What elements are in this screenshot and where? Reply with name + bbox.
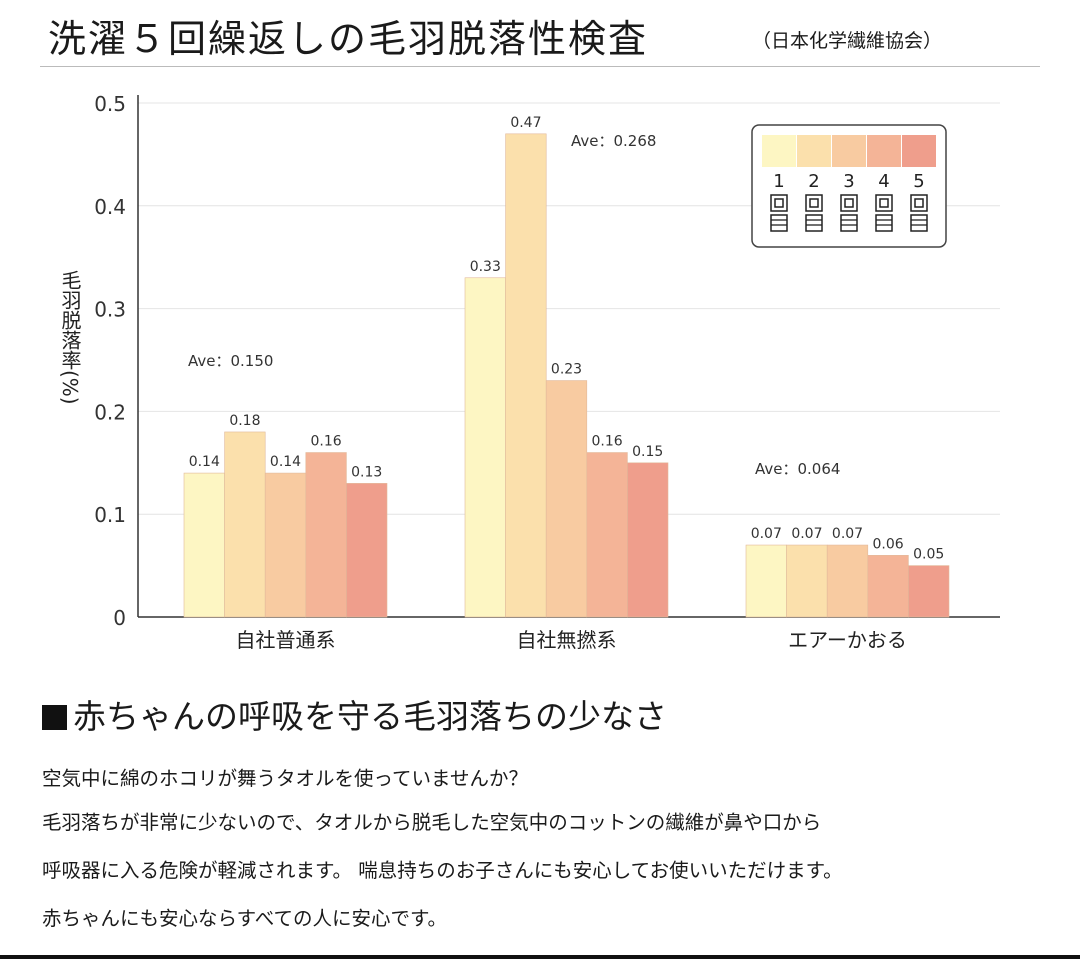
- chart-subtitle: （日本化学繊維協会）: [752, 30, 943, 52]
- data-label: 0.33: [470, 259, 501, 275]
- data-label: 0.23: [551, 362, 582, 378]
- wash-count-icon: [840, 194, 858, 212]
- bar: [867, 555, 909, 618]
- wash-count-icon: [774, 198, 784, 208]
- bottom-divider: [0, 955, 1080, 959]
- average-annotation: Ave：0.150: [188, 352, 273, 370]
- paragraph-line: 呼吸器に入る危険が軽減されます。 喘息持ちのお子さんにも安心してお使いいただけま…: [42, 859, 843, 882]
- wash-count-icon: [844, 198, 854, 208]
- data-label: 0.07: [832, 526, 863, 542]
- data-label: 0.16: [592, 434, 623, 450]
- x-tick-label: エアーかおる: [788, 628, 907, 652]
- data-label: 0.47: [510, 115, 541, 131]
- legend-label: 1: [773, 171, 784, 192]
- section-heading: 赤ちゃんの呼吸を守る毛羽落ちの少なさ: [42, 690, 667, 738]
- wash-count-icon: [910, 194, 928, 212]
- legend-label: 3: [843, 171, 854, 192]
- y-axis-label: 毛羽脱落率(%): [58, 270, 82, 405]
- bar: [346, 483, 388, 618]
- wash-count-icon: [879, 198, 889, 208]
- wash-count-icon: [809, 198, 819, 208]
- x-tick-label: 自社普通系: [236, 628, 336, 652]
- bar: [908, 565, 950, 618]
- bar: [786, 544, 828, 618]
- bar: [545, 380, 588, 618]
- wash-count-icon: [770, 194, 788, 212]
- wash-count-icon: [875, 194, 893, 212]
- bar: [264, 472, 307, 618]
- wash-count-icon: [840, 214, 858, 232]
- legend-swatch: [797, 135, 831, 167]
- paragraph-line: 毛羽落ちが非常に少ないので、タオルから脱毛した空気中のコットンの繊維が鼻や口から: [42, 811, 822, 834]
- data-label: 0.16: [311, 434, 342, 450]
- data-label: 0.05: [913, 547, 944, 563]
- legend-label: 2: [808, 171, 819, 192]
- y-tick-label: 0.4: [94, 195, 126, 219]
- section-heading-text: 赤ちゃんの呼吸を守る毛羽落ちの少なさ: [73, 697, 667, 736]
- average-annotation: Ave：0.268: [571, 132, 656, 150]
- wash-count-icon: [910, 214, 928, 232]
- data-label: 0.13: [351, 464, 382, 480]
- bar: [627, 462, 669, 618]
- paragraph-line: 空気中に綿のホコリが舞うタオルを使っていませんか？: [42, 767, 528, 790]
- legend-swatch: [762, 135, 796, 167]
- data-label: 0.18: [229, 413, 260, 429]
- y-tick-label: 0: [113, 606, 126, 630]
- chart-title: 洗濯５回繰返しの毛羽脱落性検査: [48, 17, 649, 61]
- bar: [464, 277, 506, 618]
- legend-swatch: [832, 135, 866, 167]
- wash-count-icon: [875, 214, 893, 232]
- wash-count-icon: [805, 194, 823, 212]
- square-bullet-icon: [42, 705, 67, 730]
- wash-count-icon: [805, 214, 823, 232]
- wash-count-icon: [914, 198, 924, 208]
- y-tick-label: 0.2: [94, 400, 126, 424]
- legend-swatch: [867, 135, 901, 167]
- legend-label: 4: [878, 171, 889, 192]
- average-annotation: Ave：0.064: [755, 460, 840, 478]
- legend-label: 5: [913, 171, 924, 192]
- bar-chart: 0 0.1 0.2 0.3 0.4 0.5 0.14 0.18 0.14 0.16 0.13 自社普通…: [94, 92, 1000, 652]
- bar: [305, 452, 347, 618]
- y-tick-label: 0.3: [94, 298, 126, 322]
- bar: [224, 431, 266, 618]
- y-tick-label: 0.1: [94, 503, 126, 527]
- x-tick-label: 自社無撚系: [517, 628, 617, 652]
- y-tick-label: 0.5: [94, 92, 126, 116]
- legend-swatch: [902, 135, 936, 167]
- data-label: 0.07: [751, 526, 782, 542]
- title-divider: [40, 66, 1040, 67]
- bar: [505, 133, 547, 618]
- data-label: 0.07: [791, 526, 822, 542]
- bar: [826, 544, 869, 618]
- data-label: 0.15: [632, 444, 663, 460]
- bar: [745, 544, 787, 618]
- bar: [586, 452, 628, 618]
- data-label: 0.14: [270, 454, 301, 470]
- bar: [183, 472, 225, 618]
- data-label: 0.14: [189, 454, 220, 470]
- wash-count-icon: [770, 214, 788, 232]
- paragraph-line: 赤ちゃんにも安心ならすべての人に安心です。: [42, 907, 448, 930]
- data-label: 0.06: [873, 536, 904, 552]
- title-row: 洗濯５回繰返しの毛羽脱落性検査 （日本化学繊維協会）: [0, 0, 1080, 70]
